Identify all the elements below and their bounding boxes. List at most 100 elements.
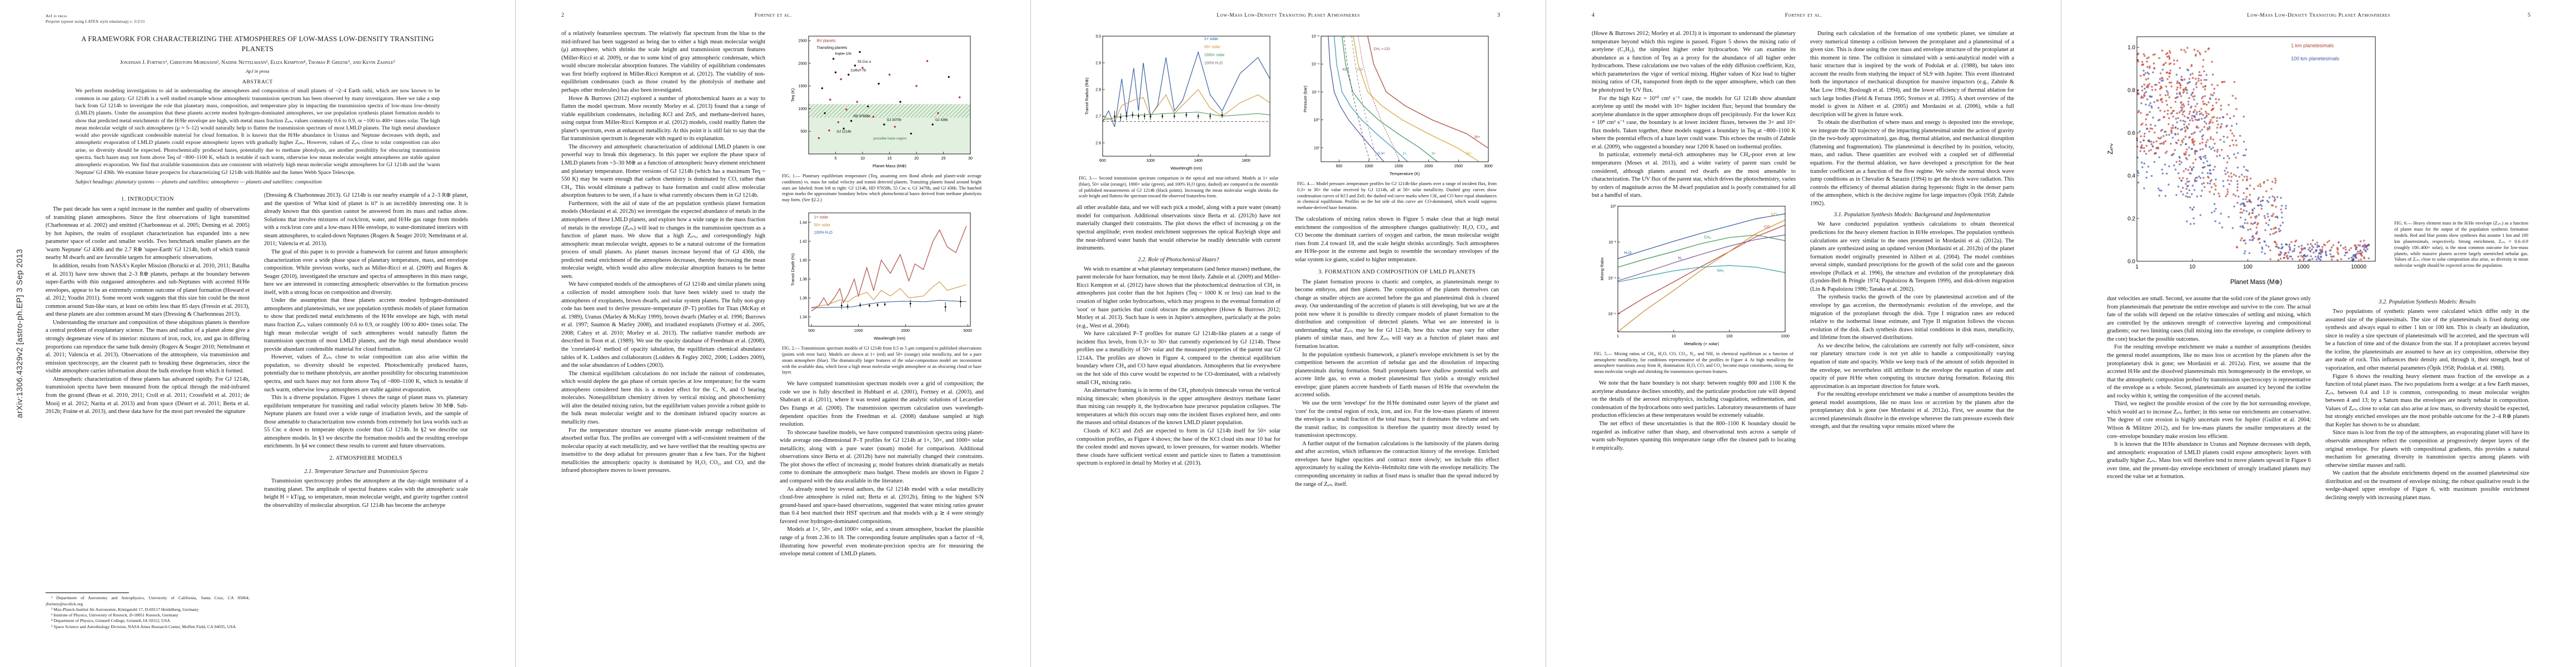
subject-headings: Subject headings: planetary systems — pl… — [75, 179, 322, 185]
page1-top-notes: ApJ in press Preprint typeset using LATE… — [46, 13, 470, 24]
subsection-heading-3-1: 3.1. Population Synthesis Models: Backgr… — [1833, 212, 1991, 218]
figure-4: 500 1000 1500 2000 2500 3000 10⁻⁶ 10⁻⁴ 10⁻² 10⁰ 10… — [1295, 31, 1499, 211]
page-2: 2 Fortney et al. of a relatively feature… — [515, 0, 1030, 667]
svg-text:Pressure (bar): Pressure (bar) — [1303, 86, 1308, 112]
paragraph: all other available data, and we will ea… — [1077, 205, 1280, 252]
page2-left-column: of a relatively featureless spectrum. Th… — [561, 30, 765, 649]
svg-text:0.3×: 0.3× — [1378, 152, 1385, 156]
svg-text:Zₑₙᵥ: Zₑₙᵥ — [2107, 143, 2114, 155]
figure-1-plot: 5 10 15 20 25 30 500 1000 1500 2000 2500 Planet Mas… — [789, 31, 975, 172]
svg-text:10⁻²: 10⁻² — [1312, 91, 1319, 94]
running-head-title: Low-Mass Low-Density Transiting Planet A… — [2247, 12, 2390, 18]
svg-text:2.9: 2.9 — [1095, 61, 1101, 65]
paragraph: The synthesis tracks the growth of the c… — [1810, 294, 2014, 341]
figure-6-caption-block: FIG. 6.— Heavy element mass in the H/He … — [2392, 219, 2530, 288]
paragraph: As already noted by several authors, the… — [780, 486, 984, 525]
svg-text:500: 500 — [800, 130, 807, 134]
paragraph: We have calculated P–T profiles for matu… — [1077, 331, 1280, 386]
paragraph: However, values of Zₑₙᵥ close to solar c… — [264, 354, 468, 393]
svg-text:55 Cnc e: 55 Cnc e — [858, 61, 871, 64]
paragraph: To obtain the distribution of where mass… — [1810, 120, 2014, 207]
paragraph: For the resulting envelope enrichment we… — [1810, 391, 2014, 430]
svg-text:2000: 2000 — [798, 62, 807, 66]
svg-text:CO₂: CO₂ — [1771, 213, 1778, 217]
svg-text:100: 100 — [1726, 335, 1732, 339]
figure-1-caption: FIG. 1.— Planetary equilibrium temperatu… — [782, 173, 981, 203]
page-1: arXiv:1306.4329v2 [astro-ph.EP] 3 Sep 20… — [0, 0, 515, 667]
svg-text:500: 500 — [1336, 165, 1342, 168]
svg-text:Planet Mass (M⊕): Planet Mass (M⊕) — [873, 163, 906, 168]
paragraph: As we describe below, the calculations a… — [1810, 342, 2014, 390]
abstract-heading: ABSTRACT — [242, 79, 273, 86]
svg-text:1000: 1000 — [2297, 264, 2310, 270]
svg-text:1.34: 1.34 — [799, 316, 807, 320]
svg-text:N₂: N₂ — [1678, 256, 1682, 260]
figure-4-plot: 500 1000 1500 2000 2500 3000 10⁻⁶ 10⁻⁴ 10⁻² 10⁰ 10… — [1301, 31, 1493, 180]
paragraph: Figure 6 shows the resulting heavy eleme… — [2325, 373, 2529, 428]
paragraph: The planet formation process is chaotic … — [1295, 278, 1499, 350]
page-number: 4 — [1592, 12, 1595, 18]
svg-text:1 km planetesimals: 1 km planetesimals — [2291, 43, 2334, 48]
figure-6-plot: 1 10 100 1000 10000 0.0 0.2 0.4 0.6 0.8 1.0 Planet … — [2107, 30, 2383, 288]
svg-text:Wavelength (nm): Wavelength (nm) — [1170, 166, 1202, 171]
svg-text:15: 15 — [887, 157, 891, 161]
svg-text:50× solar: 50× solar — [1204, 46, 1220, 49]
running-head: Low-Mass Low-Density Transiting Planet A… — [2107, 12, 2530, 18]
svg-text:2000: 2000 — [901, 329, 910, 333]
paragraph: of a relatively featureless spectrum. Th… — [561, 31, 765, 93]
svg-text:1000× solar: 1000× solar — [1204, 53, 1224, 57]
svg-text:CH₄: CH₄ — [1703, 236, 1711, 240]
svg-text:GJ 3470b: GJ 3470b — [886, 119, 901, 122]
paragraph: During each calculation of the formation… — [1810, 31, 2014, 118]
svg-text:1.42: 1.42 — [799, 240, 807, 244]
svg-text:1800: 1800 — [1242, 159, 1250, 163]
page2-right-column: 5 10 15 20 25 30 500 1000 1500 2000 2500 Planet Mas… — [780, 30, 984, 649]
svg-text:CH₄ = CO: CH₄ = CO — [1373, 47, 1389, 51]
figure-6-caption: FIG. 6.— Heavy element mass in the H/He … — [2394, 221, 2528, 268]
svg-text:30: 30 — [968, 157, 973, 161]
svg-text:1: 1 — [1617, 335, 1619, 339]
svg-text:10×: 10× — [1466, 152, 1472, 156]
paragraph: An alternative framing is in terms of th… — [1077, 387, 1280, 426]
svg-text:1000: 1000 — [1364, 165, 1373, 168]
footnote-affiliation: ⁵ Space Science and Astrobiology Divisio… — [51, 624, 236, 629]
page-number: 5 — [2528, 12, 2530, 18]
paragraph: In the population synthesis framework, a… — [1295, 351, 1499, 399]
paragraph: It is known that the H/He abundance in U… — [2107, 441, 2311, 480]
svg-text:10⁻⁴: 10⁻⁴ — [1608, 276, 1616, 280]
svg-text:10: 10 — [1671, 335, 1676, 339]
svg-text:Transit Radius (R⊕): Transit Radius (R⊕) — [1084, 77, 1089, 115]
svg-text:1.38: 1.38 — [799, 278, 807, 282]
svg-text:5: 5 — [834, 157, 836, 161]
page1-left-column: 1. INTRODUCTION The past decade has seen… — [46, 192, 250, 630]
paragraph: This is a diverse population. Figure 1 s… — [264, 395, 468, 450]
paragraph: The goal of this paper is to provide a f… — [264, 248, 468, 296]
svg-text:Mixing Ratio: Mixing Ratio — [1600, 257, 1605, 280]
paragraph: The calculations of mixing ratios shown … — [1295, 216, 1499, 263]
abstract-text: We perform modeling investigations to ai… — [75, 88, 440, 176]
svg-text:100% H₂O: 100% H₂O — [814, 231, 833, 235]
page2-content: of a relatively featureless spectrum. Th… — [561, 30, 985, 649]
svg-text:1000: 1000 — [1781, 335, 1790, 339]
page-5: Low-Mass Low-Density Transiting Planet A… — [2061, 0, 2576, 667]
svg-text:3.0: 3.0 — [1095, 34, 1101, 38]
paper-title: A FRAMEWORK FOR CHARACTERIZING THE ATMOS… — [81, 35, 434, 53]
svg-text:1.36: 1.36 — [799, 297, 807, 301]
paragraph: For the temperature structure we assume … — [561, 427, 765, 474]
svg-text:5000: 5000 — [963, 329, 972, 333]
svg-text:1400: 1400 — [1194, 159, 1203, 163]
svg-text:1.0: 1.0 — [2127, 45, 2135, 51]
svg-text:H₂O: H₂O — [1624, 251, 1632, 255]
preprint-note: Preprint typeset using LATEX style emula… — [46, 19, 146, 24]
svg-text:1× solar: 1× solar — [1204, 37, 1218, 41]
figure-6: 1 10 100 1000 10000 0.0 0.2 0.4 0.6 0.8 1.0 Planet … — [2107, 30, 2530, 288]
svg-text:10⁻²: 10⁻² — [1608, 241, 1616, 245]
svg-text:10: 10 — [860, 157, 865, 161]
svg-text:0.6: 0.6 — [2127, 131, 2135, 137]
svg-text:25: 25 — [941, 157, 945, 161]
page4-content: (Howe & Burrows 2012; Morley et al. 2013… — [1592, 30, 2015, 649]
paragraph: Transmission spectroscopy probes the atm… — [264, 478, 468, 509]
paragraph: dust velocities are small. Second, we as… — [2107, 296, 2311, 342]
svg-text:1.40: 1.40 — [799, 259, 807, 263]
